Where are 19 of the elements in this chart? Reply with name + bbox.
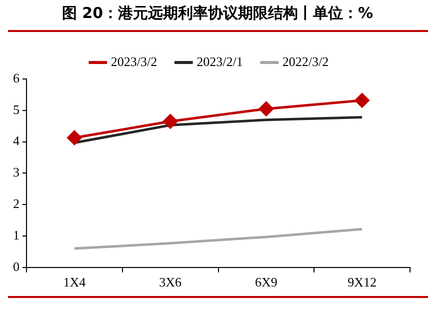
- y-tick-label: 5: [13, 102, 20, 117]
- point: [258, 102, 274, 116]
- x-tick-label: 3X6: [159, 274, 182, 290]
- y-tick-label: 2: [13, 196, 20, 212]
- chart-title: 图 20：港元远期利率协议期限结构丨单位：%: [60, 4, 374, 23]
- legend-label: 2023/3/2: [110, 54, 158, 69]
- y-tick-label: 3: [13, 164, 20, 180]
- point: [163, 114, 178, 129]
- x-tick-label: 1X4: [63, 274, 86, 290]
- x-tick-label: 6X9: [254, 274, 278, 290]
- point: [67, 130, 82, 145]
- legend-label: 2023/2/1: [196, 54, 243, 69]
- y-tick-label: 4: [13, 133, 20, 148]
- x-tick-label: 9X12: [348, 274, 377, 290]
- y-tick-label: 1: [13, 227, 20, 242]
- y-tick-label: 0: [13, 258, 20, 274]
- point: [354, 93, 370, 108]
- legend-label: 2022/3/2: [282, 54, 329, 69]
- y-tick-label: 6: [13, 70, 20, 86]
